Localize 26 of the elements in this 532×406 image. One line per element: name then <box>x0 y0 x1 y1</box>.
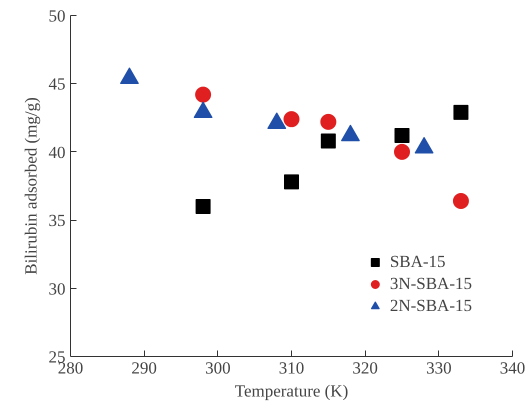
y-tick-label: 30 <box>48 279 66 298</box>
x-tick-label: 310 <box>278 358 304 378</box>
point <box>394 144 410 160</box>
x-tick-label: 340 <box>500 358 526 378</box>
point <box>452 193 469 209</box>
y-tick-label: 50 <box>48 6 66 26</box>
legend-label: 3N-SBA-15 <box>390 274 472 294</box>
legend-label: SBA-15 <box>390 252 446 272</box>
point <box>196 198 211 214</box>
point <box>394 128 410 144</box>
x-tick-label: 330 <box>426 358 452 378</box>
point <box>284 174 299 190</box>
x-tick-label: 290 <box>131 358 157 378</box>
y-tick-label: 40 <box>48 142 66 162</box>
x-tick-label: 320 <box>352 358 378 378</box>
y-axis-title: Bilirubin adsorbed (mg/g) <box>22 97 40 275</box>
point <box>195 86 212 103</box>
point <box>284 111 300 128</box>
point <box>320 114 336 130</box>
x-axis-title: Temperature (K) <box>234 382 348 400</box>
point <box>320 133 336 148</box>
legend-label: 2N-SBA-15 <box>390 296 472 316</box>
point <box>453 104 468 120</box>
x-tick-label: 300 <box>205 358 231 378</box>
y-tick-label: 35 <box>48 211 66 230</box>
y-tick-label: 45 <box>48 74 66 94</box>
